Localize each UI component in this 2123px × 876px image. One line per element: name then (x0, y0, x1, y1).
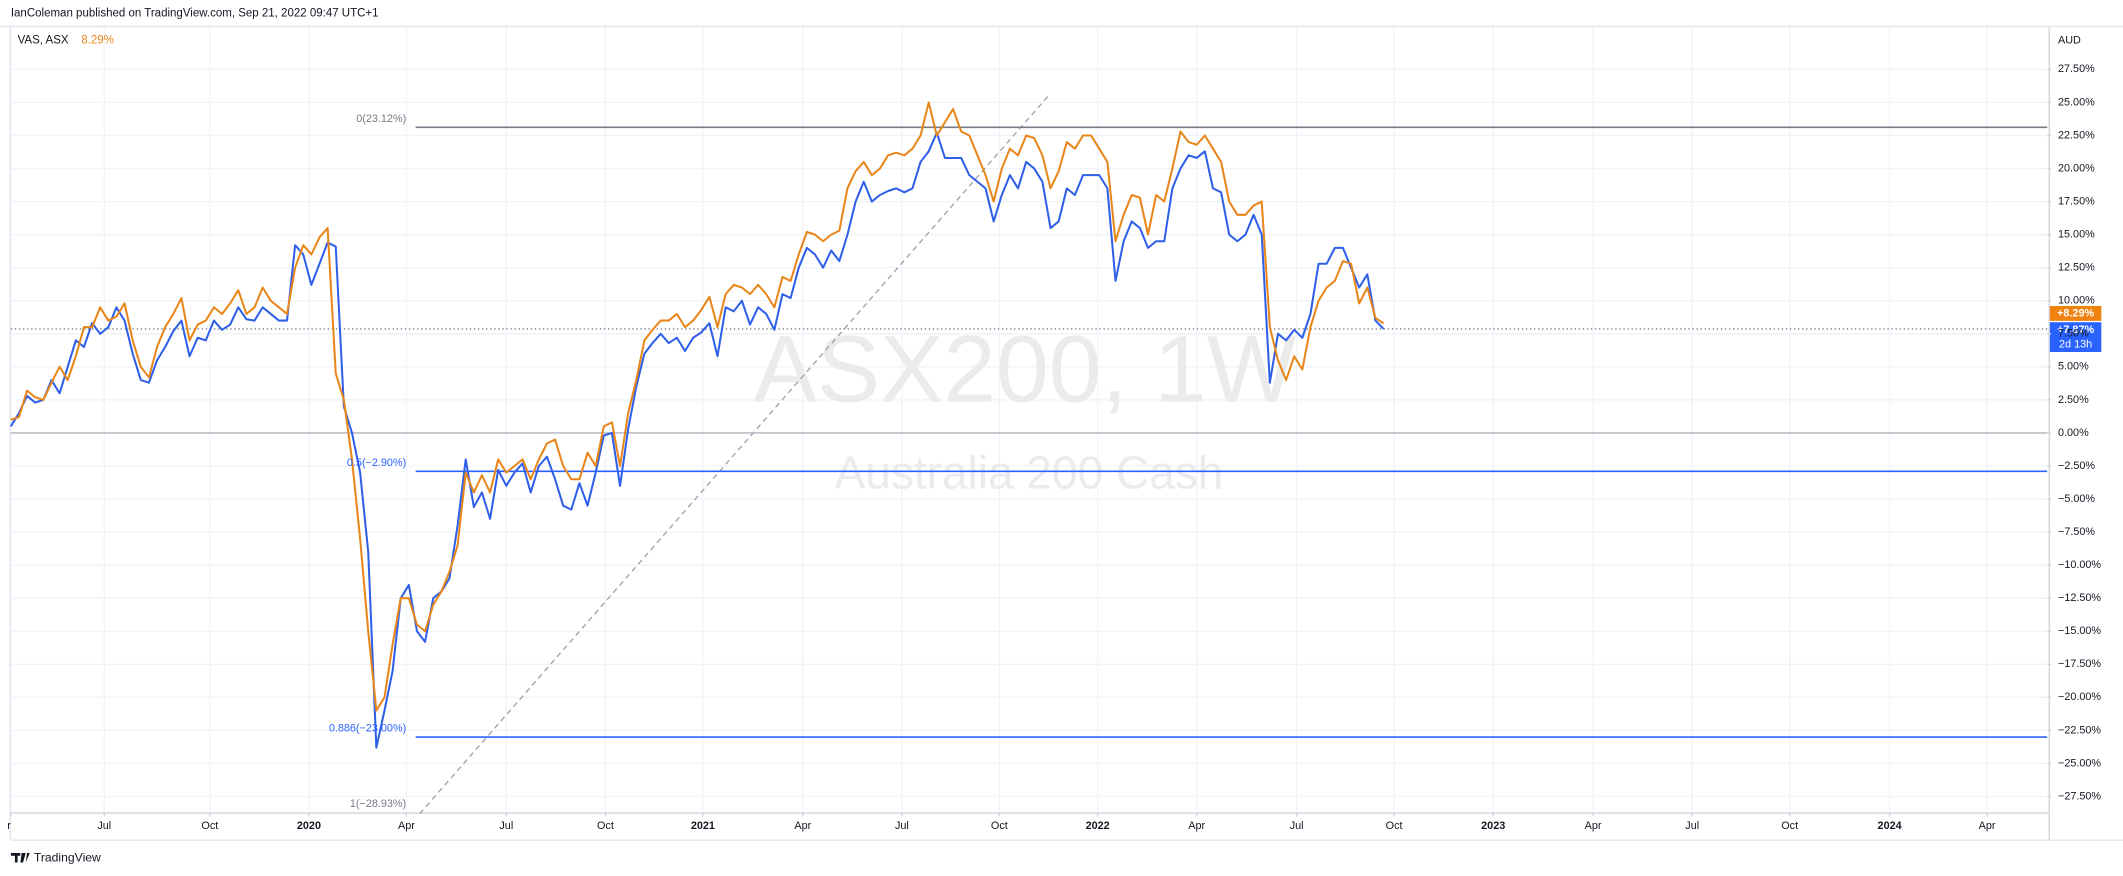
x-tick-label: Apr (794, 820, 811, 832)
x-tick-label: 2020 (297, 820, 321, 832)
x-tick-label: Oct (1386, 820, 1403, 832)
y-tick-label: 27.50% (2058, 63, 2095, 75)
trend-line (419, 94, 1050, 815)
watermark-subtitle: Australia 200 Cash (835, 447, 1224, 499)
x-tick-label: Oct (201, 820, 218, 832)
currency: AUD (2058, 34, 2081, 46)
x-tick-label: Jul (499, 820, 513, 832)
y-tick-label: 25.00% (2058, 96, 2095, 108)
y-tick-label: −7.50% (2058, 526, 2095, 538)
series-line (10, 101, 1385, 712)
logo-icon (10, 852, 30, 863)
x-tick-label: Jul (1290, 820, 1304, 832)
x-tick-label: Oct (991, 820, 1008, 832)
y-tick-label: −12.50% (2058, 592, 2101, 604)
y-tick-label: 10.00% (2058, 295, 2095, 307)
x-tick-label: Jul (97, 820, 111, 832)
last-tag-text: +7.87% (2057, 324, 2094, 336)
x-tick-label: r (7, 820, 11, 832)
x-tick-label: Oct (1781, 820, 1798, 832)
last-tag-text: +8.29% (2057, 307, 2094, 319)
x-tick-label: Apr (1585, 820, 1602, 832)
fib-label: 0(23.12%) (356, 113, 406, 125)
watermark-title: ASX200, 1W (754, 316, 1297, 422)
fib-label: 0.5(−2.90%) (347, 457, 406, 469)
legend-symbol: VAS, ASX (18, 35, 69, 47)
legend-value: 8.29% (81, 35, 114, 47)
y-tick-label: −22.50% (2058, 724, 2101, 736)
x-tick-label: Oct (597, 820, 614, 832)
x-tick-label: 2024 (1878, 820, 1902, 832)
x-tick-label: Apr (1188, 820, 1205, 832)
y-tick-label: −10.00% (2058, 559, 2101, 571)
x-tick-label: 2022 (1086, 820, 1110, 832)
y-tick-label: −17.50% (2058, 658, 2101, 670)
y-tick-label: 5.00% (2058, 361, 2089, 373)
y-tick-label: 22.50% (2058, 129, 2095, 141)
y-tick-label: 15.00% (2058, 228, 2095, 240)
countdown: 2d 13h (2059, 338, 2092, 350)
x-tick-label: Jul (1685, 820, 1699, 832)
x-tick-label: Apr (398, 820, 415, 832)
y-tick-label: 2.50% (2058, 394, 2089, 406)
y-tick-label: 0.00% (2058, 427, 2089, 439)
y-tick-label: 12.50% (2058, 262, 2095, 274)
x-tick-label: 2023 (1481, 820, 1505, 832)
last-tag-orange (2049, 305, 2102, 321)
last-tag-blue (2049, 322, 2102, 353)
series-line (9, 131, 1385, 749)
y-tick-label: 7.50% (2058, 328, 2089, 340)
y-tick-label: −2.50% (2058, 460, 2095, 472)
y-tick-label: −5.00% (2058, 493, 2095, 505)
y-tick-label: −20.00% (2058, 691, 2101, 703)
y-tick-label: −15.00% (2058, 625, 2101, 637)
header: IanColeman published on TradingView.com,… (11, 8, 379, 20)
x-tick-label: Apr (1979, 820, 1996, 832)
y-tick-label: −25.00% (2058, 757, 2101, 769)
fib-label: 0.886(−23.00%) (329, 723, 406, 735)
x-tick-label: 2021 (691, 820, 715, 832)
logo-text: TradingView (34, 851, 101, 865)
x-tick-label: Jul (895, 820, 909, 832)
y-tick-label: 17.50% (2058, 195, 2095, 207)
y-tick-label: 20.00% (2058, 162, 2095, 174)
logo: TradingView (10, 851, 101, 865)
plot-area (9, 101, 2048, 749)
y-tick-label: −27.50% (2058, 790, 2101, 802)
fib-label: 1(−28.93%) (350, 798, 406, 810)
